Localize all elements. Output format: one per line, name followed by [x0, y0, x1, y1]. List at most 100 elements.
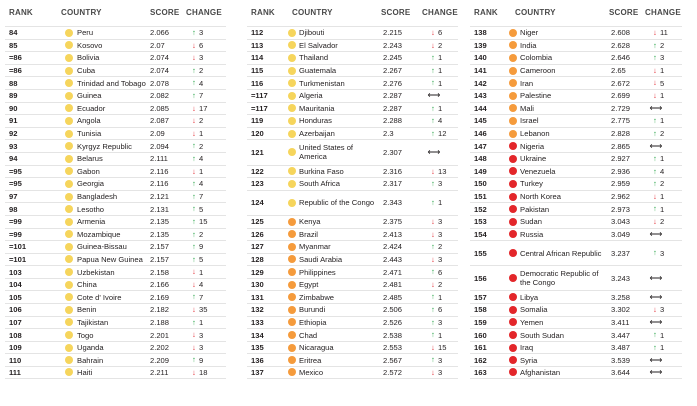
peace-level-dot-icon — [288, 129, 296, 138]
rank-value: 163 — [474, 367, 487, 377]
change-value: 3 — [438, 229, 443, 239]
arrow-up-icon: ↑ — [431, 103, 435, 113]
score-value: 2.085 — [150, 103, 170, 113]
peace-level-dot-icon — [509, 230, 517, 239]
rank-value: =86 — [9, 53, 22, 63]
rank-header: RANK — [251, 8, 275, 17]
score-value: 2.538 — [383, 330, 403, 340]
rank-value: 150 — [474, 179, 487, 189]
change-indicator: ↑ — [429, 103, 437, 115]
arrow-down-icon: ↓ — [192, 279, 196, 289]
arrow-down-icon: ↓ — [653, 90, 657, 100]
country-name: Lesotho — [77, 204, 105, 214]
change-indicator: ↓ — [190, 367, 198, 378]
country-name: Cameroon — [520, 66, 556, 76]
peace-level-dot-icon — [509, 305, 517, 314]
arrow-up-icon: ↑ — [431, 179, 435, 189]
peace-level-dot-icon — [65, 154, 73, 163]
rank-value: 143 — [474, 91, 487, 101]
change-indicator: ↓ — [651, 191, 659, 203]
change-indicator: ⟷ — [649, 229, 663, 241]
rank-value: =95 — [9, 166, 22, 176]
change-value: 15 — [438, 343, 447, 353]
peace-level-dot-icon — [509, 167, 517, 176]
peace-level-dot-icon — [288, 255, 296, 264]
rank-value: 130 — [251, 280, 264, 290]
arrow-up-icon: ↑ — [653, 330, 657, 340]
rank-value: =99 — [9, 217, 22, 227]
change-indicator: ↓ — [190, 115, 198, 127]
table-row: 141 Cameroon 2.65 ↓ 1 — [470, 63, 682, 77]
score-value: 2.209 — [150, 355, 170, 365]
rank-value: 139 — [474, 40, 487, 50]
table-row: 105 Cote d' Ivoire 2.169 ↑ 7 — [5, 290, 226, 303]
change-value: 4 — [199, 179, 204, 189]
arrow-up-icon: ↑ — [431, 292, 435, 302]
peace-level-dot-icon — [288, 167, 296, 176]
change-indicator: ↑ — [651, 329, 659, 341]
change-value: 2 — [199, 141, 204, 151]
country-name: Guinea — [77, 91, 102, 101]
score-value: 2.572 — [383, 367, 403, 377]
change-indicator: ↓ — [651, 304, 659, 316]
peace-level-dot-icon — [509, 318, 517, 327]
change-value: 1 — [199, 166, 204, 176]
arrow-down-icon: ↓ — [431, 367, 435, 377]
change-value: 3 — [660, 248, 665, 258]
peace-level-dot-icon — [65, 66, 73, 75]
change-indicator: ↓ — [429, 367, 437, 378]
country-name: Russia — [520, 229, 544, 239]
country-name: Burkina Faso — [299, 166, 344, 176]
peace-level-dot-icon — [65, 179, 73, 188]
peace-level-dot-icon — [288, 280, 296, 289]
table-row: 142 Iran 2.672 ↓ 5 — [470, 76, 682, 89]
rank-value: 103 — [9, 267, 22, 277]
arrow-up-icon: ↑ — [192, 179, 196, 189]
change-indicator: ↓ — [429, 342, 437, 354]
country-name: Brazil — [299, 229, 318, 239]
peace-level-dot-icon — [509, 179, 517, 188]
peace-level-dot-icon — [65, 205, 73, 214]
country-name: Mozambique — [77, 229, 121, 239]
change-value: 7 — [199, 292, 204, 302]
change-indicator: ↑ — [190, 140, 198, 152]
change-value: 2 — [199, 229, 204, 239]
table-row: 103 Uzbekistan 2.158 ↓ 1 — [5, 265, 226, 278]
change-value: 1 — [438, 53, 443, 63]
change-value: 3 — [199, 28, 204, 38]
change-indicator: ↓ — [190, 166, 198, 178]
score-value: 3.539 — [611, 355, 631, 365]
score-header: SCORE — [150, 8, 180, 17]
arrow-up-icon: ↑ — [431, 198, 435, 208]
change-indicator: ↑ — [190, 178, 198, 190]
change-indicator: ↑ — [190, 203, 198, 215]
country-name: Saudi Arabia — [299, 254, 343, 264]
change-indicator: ↑ — [429, 77, 437, 89]
change-value: 2 — [438, 40, 443, 50]
score-value: 2.3 — [383, 129, 394, 139]
table-row: 163 Afghanistan 3.644 ⟷ — [470, 366, 682, 379]
change-indicator: ↑ — [429, 329, 437, 341]
rank-value: 138 — [474, 28, 487, 38]
table-row: 108 Togo 2.201 ↓ 3 — [5, 328, 226, 341]
no-change-icon: ⟷ — [649, 228, 663, 239]
rank-value: 160 — [474, 330, 487, 340]
change-indicator: ↑ — [190, 317, 198, 329]
rank-value: 94 — [9, 154, 18, 164]
change-indicator: ↑ — [651, 178, 659, 190]
score-value: 2.65 — [611, 66, 626, 76]
change-indicator: ↓ — [190, 52, 198, 64]
table-row: =117 Mauritania 2.287 ↑ 1 — [247, 101, 458, 115]
peace-level-dot-icon — [509, 104, 517, 113]
change-indicator: ↓ — [651, 27, 659, 39]
no-change-icon: ⟷ — [427, 146, 441, 157]
peace-level-dot-icon — [288, 79, 296, 88]
no-change-icon: ⟷ — [427, 90, 441, 101]
change-value: 3 — [438, 217, 443, 227]
rank-value: 162 — [474, 355, 487, 365]
change-value: 1 — [438, 330, 443, 340]
change-indicator: ↓ — [190, 266, 198, 278]
arrow-up-icon: ↑ — [192, 65, 196, 75]
rank-value: 153 — [474, 217, 487, 227]
rank-value: =95 — [9, 179, 22, 189]
